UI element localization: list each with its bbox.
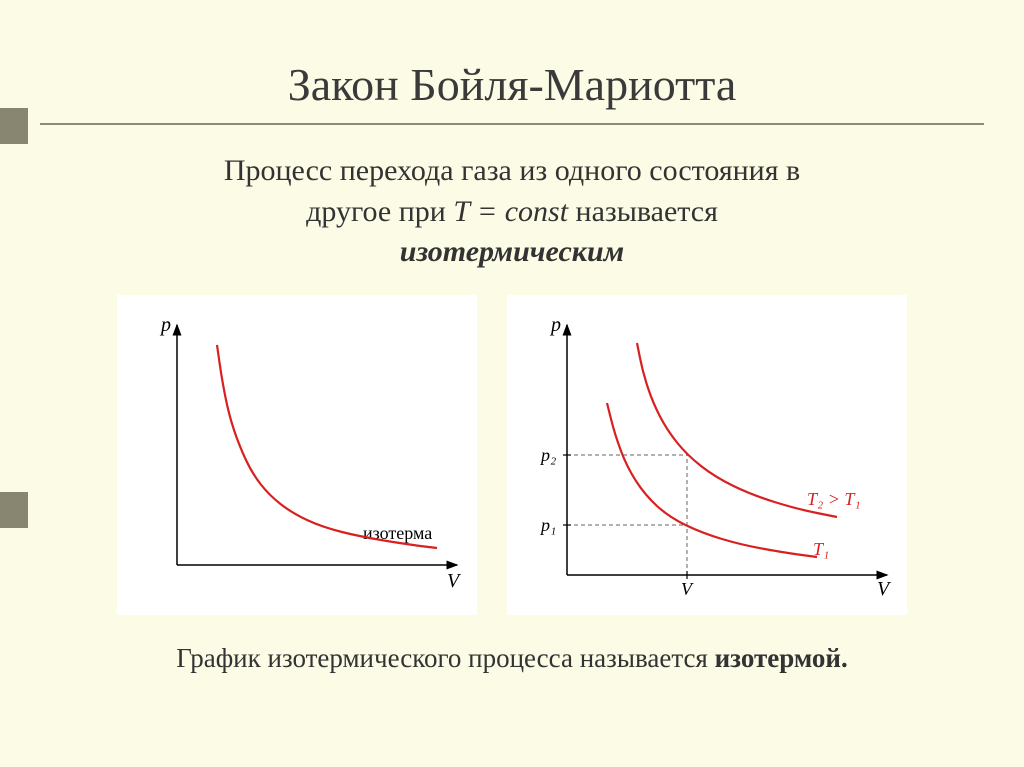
- y-axis-label: p: [549, 314, 561, 336]
- right-chart: p V p₁ p₂ V T₁ T₂ > T₁: [507, 295, 907, 615]
- p1-label: p₁: [539, 515, 556, 535]
- left-chart-svg: p V изотерма: [117, 295, 477, 615]
- charts-row: p V изотерма p V: [0, 295, 1024, 615]
- def-const: T = const: [453, 195, 568, 228]
- title-divider: [40, 123, 984, 125]
- def-line2b: называется: [576, 195, 718, 228]
- isotherm-curve: [217, 345, 437, 548]
- caption-bold: изотермой.: [715, 643, 848, 673]
- def-line1: Процесс перехода газа из одного состояни…: [224, 154, 800, 187]
- accent-bar-mid: [0, 492, 28, 528]
- p2-label: p₂: [539, 445, 556, 465]
- left-chart: p V изотерма: [117, 295, 477, 615]
- y-axis-label: p: [159, 314, 171, 336]
- def-term: изотермическим: [400, 235, 624, 268]
- caption-text: График изотермического процесса называет…: [176, 643, 714, 673]
- slide-title: Закон Бойля-Мариотта: [0, 0, 1024, 123]
- x-axis-label: V: [447, 570, 462, 592]
- caption: График изотермического процесса называет…: [0, 643, 1024, 674]
- isotherm-label: изотерма: [363, 523, 432, 543]
- curve-t1: [607, 403, 817, 557]
- v-tick-label: V: [681, 579, 694, 599]
- t2-label: T₂ > T₁: [807, 489, 861, 509]
- x-axis-label: V: [877, 578, 892, 600]
- right-chart-svg: p V p₁ p₂ V T₁ T₂ > T₁: [507, 295, 907, 615]
- accent-bar-top: [0, 108, 28, 144]
- def-line2a: другое при: [306, 195, 453, 228]
- definition-text: Процесс перехода газа из одного состояни…: [0, 151, 1024, 281]
